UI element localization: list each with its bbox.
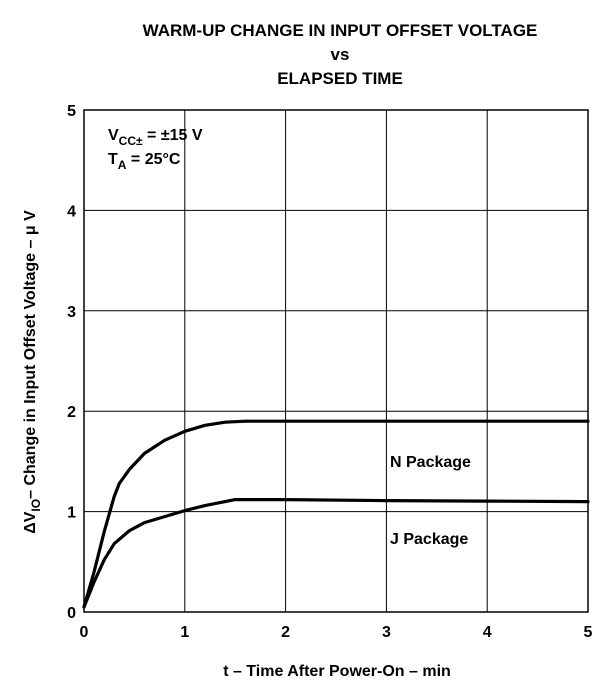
annotation-j-package: J Package [390,531,468,548]
chart-title-line2: vs [331,45,350,64]
x-tick-label: 0 [80,624,89,641]
series-line-j-package [82,498,590,609]
y-tick-label: 1 [67,505,76,522]
x-axis-label: t – Time After Power-On – min [223,663,451,680]
condition-vcc-sub: CC± [119,134,143,148]
condition-ta-main: T [108,151,118,168]
y-tick-label: 4 [67,203,76,220]
y-axis-label-subscript: IO [29,499,43,512]
condition-ta-rest: = 25°C [126,151,180,168]
x-tick-label: 3 [382,624,391,641]
chart-title-line1: WARM-UP CHANGE IN INPUT OFFSET VOLTAGE [143,21,538,40]
y-axis-label: ΔVIO– Change in Input Offset Voltage – μ… [22,210,43,534]
series-lines [82,419,590,609]
x-tick-label: 5 [584,624,593,641]
y-tick-label: 3 [67,304,76,321]
chart-title-line3: ELAPSED TIME [277,69,403,88]
y-axis-label-suffix: – Change in Input Offset Voltage – μ V [22,210,39,499]
x-tick-label: 1 [180,624,189,641]
condition-ta: TA = 25°C [108,151,181,172]
series-line-n-package [82,419,590,609]
y-tick-label: 2 [67,404,76,421]
condition-ta-sub: A [118,158,127,172]
x-tick-labels: 0 1 2 3 4 5 [80,624,593,641]
y-axis-label-prefix: ΔV [22,511,39,534]
condition-vcc-rest: = ±15 V [143,127,203,144]
y-tick-label: 5 [67,103,76,120]
condition-vcc-main: V [108,127,119,144]
x-tick-label: 2 [281,624,290,641]
x-tick-label: 4 [483,624,492,641]
gridlines [84,110,588,612]
annotation-n-package: N Package [390,454,471,471]
plot-frame [83,109,589,613]
y-tick-labels: 0 1 2 3 4 5 [67,103,76,622]
y-tick-label: 0 [67,605,76,622]
condition-vcc: VCC± = ±15 V [108,127,203,148]
